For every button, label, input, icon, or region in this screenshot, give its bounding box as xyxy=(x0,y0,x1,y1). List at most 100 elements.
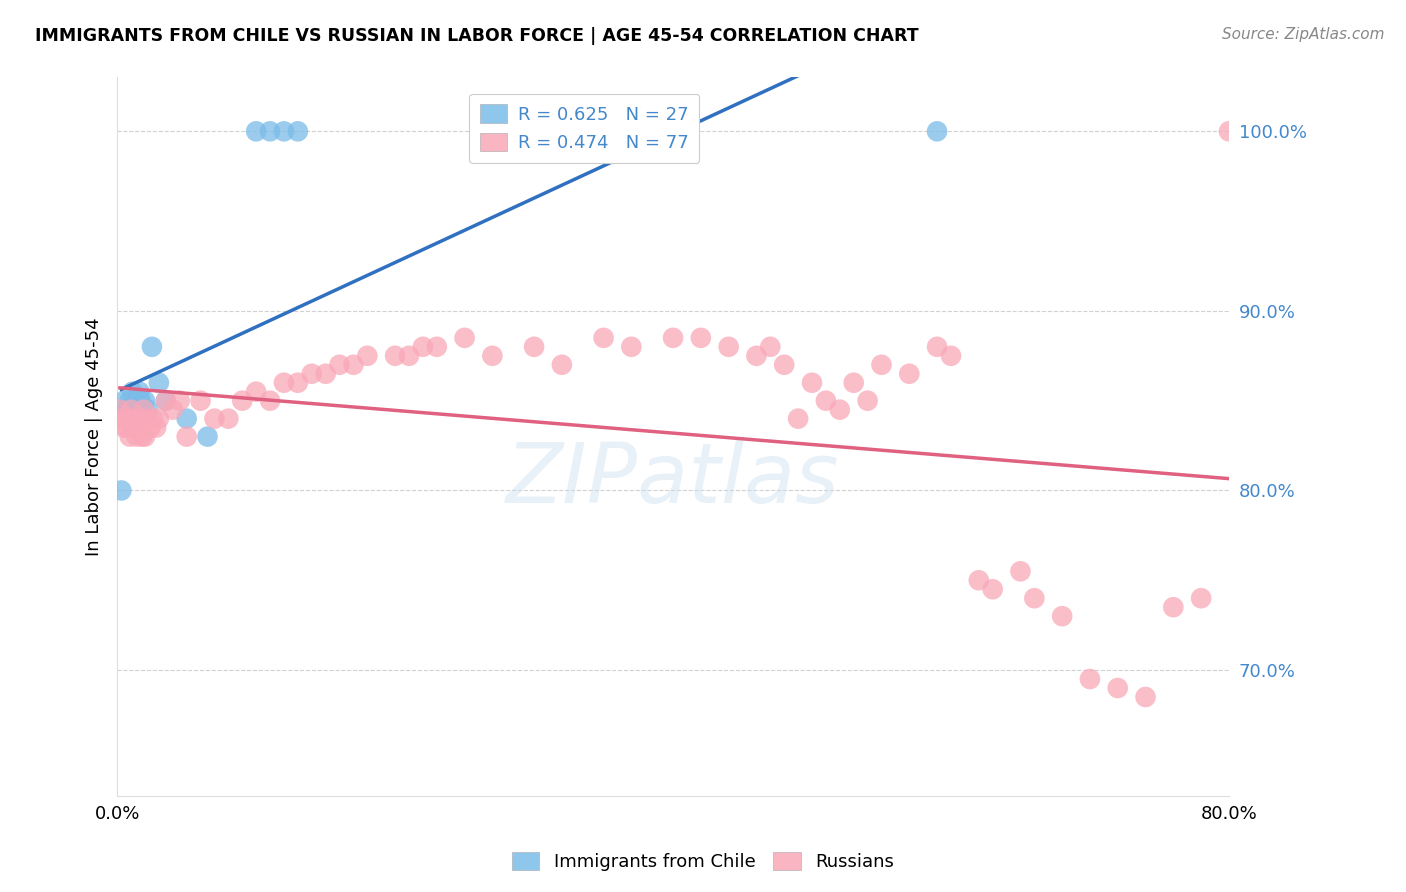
Point xyxy=(1218,124,1240,138)
Point xyxy=(114,402,136,417)
Point xyxy=(136,411,159,425)
Point xyxy=(773,358,796,372)
Point xyxy=(136,402,159,417)
Point xyxy=(245,384,267,399)
Point xyxy=(128,420,150,434)
Point xyxy=(1050,609,1073,624)
Point xyxy=(287,376,309,390)
Point xyxy=(127,393,149,408)
Point xyxy=(1024,591,1046,606)
Point xyxy=(925,124,948,138)
Point xyxy=(129,411,152,425)
Point xyxy=(155,393,177,408)
Point xyxy=(122,411,145,425)
Point xyxy=(870,358,893,372)
Point xyxy=(1010,564,1032,578)
Point xyxy=(1107,681,1129,695)
Point xyxy=(169,393,191,408)
Point xyxy=(129,393,152,408)
Point xyxy=(398,349,420,363)
Point xyxy=(176,411,198,425)
Point xyxy=(328,358,350,372)
Point xyxy=(117,411,139,425)
Point xyxy=(759,340,782,354)
Point xyxy=(115,420,138,434)
Point xyxy=(121,384,143,399)
Point xyxy=(112,420,135,434)
Point xyxy=(620,340,643,354)
Point xyxy=(131,402,153,417)
Point xyxy=(453,331,475,345)
Point xyxy=(301,367,323,381)
Point xyxy=(662,331,685,345)
Point xyxy=(114,411,136,425)
Point xyxy=(259,393,281,408)
Point xyxy=(204,411,226,425)
Point xyxy=(523,340,546,354)
Point xyxy=(127,411,149,425)
Point xyxy=(142,411,165,425)
Point xyxy=(801,376,824,390)
Point xyxy=(155,393,177,408)
Point xyxy=(111,411,134,425)
Point xyxy=(121,420,143,434)
Point xyxy=(110,483,132,498)
Point xyxy=(131,429,153,443)
Point xyxy=(717,340,740,354)
Point xyxy=(551,358,574,372)
Point xyxy=(120,411,142,425)
Point xyxy=(967,574,990,588)
Point xyxy=(745,349,768,363)
Point xyxy=(689,331,711,345)
Point xyxy=(128,384,150,399)
Point xyxy=(1135,690,1157,704)
Point xyxy=(925,340,948,354)
Point xyxy=(176,429,198,443)
Point xyxy=(148,411,170,425)
Point xyxy=(1163,600,1185,615)
Point xyxy=(197,429,219,443)
Text: Source: ZipAtlas.com: Source: ZipAtlas.com xyxy=(1222,27,1385,42)
Point xyxy=(148,376,170,390)
Point xyxy=(384,349,406,363)
Point xyxy=(939,349,962,363)
Point xyxy=(125,411,148,425)
Point xyxy=(315,367,337,381)
Point xyxy=(412,340,434,354)
Point xyxy=(122,402,145,417)
Y-axis label: In Labor Force | Age 45-54: In Labor Force | Age 45-54 xyxy=(86,318,103,556)
Legend: Immigrants from Chile, Russians: Immigrants from Chile, Russians xyxy=(505,845,901,879)
Point xyxy=(118,393,141,408)
Point xyxy=(141,340,163,354)
Point xyxy=(287,124,309,138)
Point xyxy=(115,411,138,425)
Point xyxy=(124,420,146,434)
Point xyxy=(134,429,156,443)
Point xyxy=(1078,672,1101,686)
Point xyxy=(356,349,378,363)
Point xyxy=(259,124,281,138)
Point xyxy=(828,402,851,417)
Point xyxy=(273,376,295,390)
Point xyxy=(134,393,156,408)
Point xyxy=(118,429,141,443)
Point xyxy=(481,349,503,363)
Point xyxy=(342,358,364,372)
Point xyxy=(814,393,837,408)
Point xyxy=(162,402,184,417)
Point xyxy=(981,582,1004,597)
Point xyxy=(787,411,810,425)
Point xyxy=(842,376,865,390)
Point xyxy=(426,340,449,354)
Point xyxy=(120,402,142,417)
Point xyxy=(112,393,135,408)
Point xyxy=(592,331,614,345)
Point xyxy=(245,124,267,138)
Point xyxy=(139,420,162,434)
Point xyxy=(124,393,146,408)
Point xyxy=(132,402,155,417)
Point xyxy=(108,402,131,417)
Point xyxy=(231,393,253,408)
Text: IMMIGRANTS FROM CHILE VS RUSSIAN IN LABOR FORCE | AGE 45-54 CORRELATION CHART: IMMIGRANTS FROM CHILE VS RUSSIAN IN LABO… xyxy=(35,27,918,45)
Point xyxy=(273,124,295,138)
